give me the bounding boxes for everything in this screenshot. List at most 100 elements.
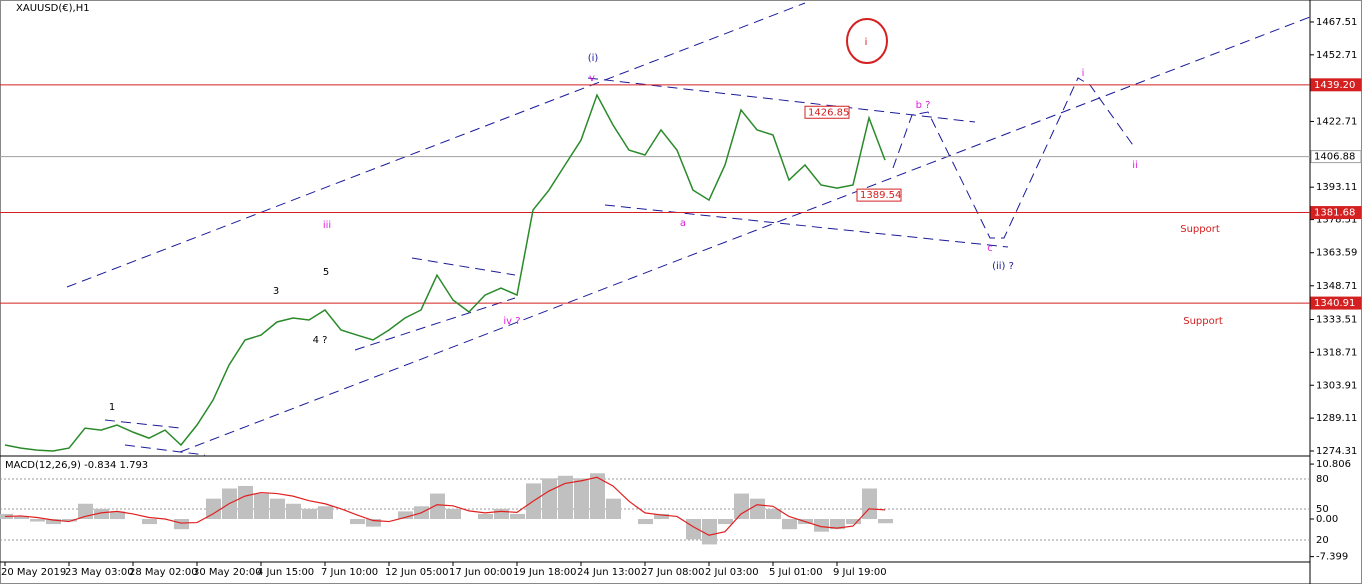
triangle-top <box>587 77 976 123</box>
wave-label: Support <box>1183 316 1223 327</box>
y-tick-label: 10.806 <box>1316 459 1351 470</box>
x-tick-label: 19 Jun 18:00 <box>513 567 577 578</box>
macd-bar <box>846 519 861 525</box>
price-line <box>4 93 886 452</box>
x-tick-label: 2 Jul 03:00 <box>705 567 759 578</box>
wedge-lower <box>354 297 516 351</box>
level-label: 1381.68 <box>1314 208 1355 219</box>
y-tick-label: 1274.31 <box>1316 446 1357 457</box>
wave-label: (i) <box>588 53 599 64</box>
macd-bar <box>638 519 653 525</box>
x-tick-label: 20 May 2019 <box>1 567 66 578</box>
wave-label: Support <box>1180 224 1220 235</box>
y-tick-label: 1303.91 <box>1316 380 1357 391</box>
macd-bar <box>750 498 765 519</box>
macd-bar <box>206 498 221 519</box>
macd-bar <box>830 519 845 530</box>
macd-bar <box>174 519 189 530</box>
macd-bar <box>366 519 381 527</box>
level-tag <box>1310 206 1362 220</box>
macd-bar <box>62 519 77 522</box>
x-tick-label: 24 Jun 13:00 <box>577 567 641 578</box>
macd-bar <box>862 488 877 519</box>
level-label: 1340.91 <box>1314 298 1355 309</box>
macd-bar <box>142 519 157 525</box>
y-tick-label: 1422.71 <box>1316 116 1357 127</box>
x-tick-label: 30 May 20:00 <box>193 567 262 578</box>
wave-label: (ii) ? <box>992 261 1014 272</box>
x-tick-label: 27 Jun 08:00 <box>641 567 705 578</box>
wave-label: 4 ? <box>313 335 328 346</box>
price-tag: 1426.85 <box>808 107 849 118</box>
macd-bar <box>510 513 525 519</box>
y-tick-label: 1333.51 <box>1316 315 1357 326</box>
channel-upper <box>66 2 806 288</box>
level-label: 80 <box>1316 474 1329 485</box>
macd-bar <box>318 506 333 519</box>
price-tag-box <box>804 105 850 119</box>
y-tick-label: 1452.71 <box>1316 50 1357 61</box>
wave-label: 5 <box>323 267 329 278</box>
macd-bar <box>574 478 589 519</box>
level-label: 50 <box>1316 504 1329 515</box>
wave-label: iii <box>323 220 331 231</box>
price-tag-box <box>856 188 902 202</box>
wave-label: ii <box>1132 160 1138 171</box>
x-tick-label: 23 May 03:00 <box>65 567 134 578</box>
wedge-upper <box>411 257 516 276</box>
flag-bottom <box>124 444 206 456</box>
y-tick-label: 0.00 <box>1316 514 1338 525</box>
macd-bar <box>286 503 301 519</box>
price-tag: 1389.54 <box>860 190 901 201</box>
y-tick-label: 1363.59 <box>1316 248 1357 259</box>
flag-top <box>104 419 181 429</box>
x-tick-label: 9 Jul 19:00 <box>833 567 887 578</box>
level-tag <box>1310 296 1362 310</box>
chart-title: XAUUSD(€),H1 <box>16 3 90 14</box>
macd-bar <box>718 519 733 525</box>
trendlines <box>66 2 1311 456</box>
triangle-bottom <box>604 204 1009 248</box>
macd-bar <box>782 519 797 530</box>
signal-line <box>4 476 886 536</box>
level-tag <box>1310 150 1362 164</box>
macd-bar <box>558 475 573 519</box>
macd-bar <box>110 511 125 519</box>
macd-bar <box>270 498 285 519</box>
wave-label: i <box>865 37 868 48</box>
macd-bar <box>238 485 253 519</box>
macd-bar <box>398 511 413 519</box>
channel-lower <box>179 16 1311 453</box>
wave-label: b ? <box>916 100 931 111</box>
y-tick-label: -7.399 <box>1316 552 1348 563</box>
wave-label: i <box>1082 68 1085 79</box>
y-tick-label: 1467.51 <box>1316 17 1357 28</box>
wave-label: a <box>680 218 686 229</box>
macd-bar <box>446 508 461 519</box>
macd-bar <box>30 519 45 522</box>
macd-bar <box>542 478 557 519</box>
level-label: 1406.88 <box>1314 152 1355 163</box>
x-tick-label: 28 May 02:00 <box>129 567 198 578</box>
macd-bar <box>606 498 621 519</box>
macd-bar <box>302 508 317 519</box>
x-tick-label: 17 Jun 00:00 <box>449 567 513 578</box>
x-tick-label: 12 Jun 05:00 <box>385 567 449 578</box>
macd-bar <box>766 508 781 519</box>
level-tag <box>1310 78 1362 92</box>
x-tick-label: 7 Jun 10:00 <box>321 567 378 578</box>
wave-label: 1 <box>109 402 115 413</box>
y-tick-label: 1348.71 <box>1316 281 1357 292</box>
macd-bar <box>350 519 365 525</box>
y-tick-label: 1393.11 <box>1316 182 1357 193</box>
macd-bar <box>46 519 61 525</box>
macd-bar <box>702 519 717 545</box>
y-tick-label: 1378.51 <box>1316 215 1357 226</box>
level-label: 1439.20 <box>1314 80 1355 91</box>
macd-bar <box>94 508 109 519</box>
macd-bar <box>430 493 445 519</box>
wave-label: c <box>987 243 993 254</box>
macd-bar <box>814 519 829 532</box>
